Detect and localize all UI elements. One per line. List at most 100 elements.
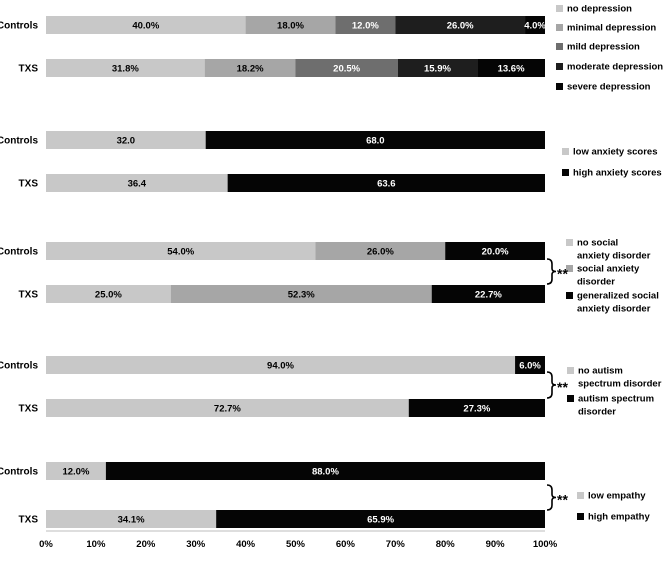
bar-segment	[445, 242, 545, 260]
bar-segment	[46, 510, 217, 528]
data-label: 25.0%	[95, 290, 122, 301]
data-label: 40.0%	[132, 21, 159, 32]
data-label: 52.3%	[288, 290, 315, 301]
data-label: 54.0%	[167, 247, 194, 258]
legend-label: severe depression	[567, 82, 651, 93]
legend-label: social anxiety disorder	[577, 264, 640, 288]
bar-segment	[46, 59, 205, 77]
bar-segment	[46, 356, 516, 374]
legend-swatch	[577, 492, 584, 499]
legend-label: no autism spectrum disorder	[578, 366, 662, 390]
bar-segment	[46, 16, 246, 34]
x-tick-label: 100%	[533, 539, 558, 550]
significance-marker: **	[557, 266, 568, 282]
legend-swatch	[556, 5, 563, 12]
data-label: 26.0%	[367, 247, 394, 258]
bar-segment	[335, 16, 396, 34]
bar-segment	[397, 59, 478, 77]
x-tick-label: 70%	[386, 539, 406, 550]
bar-segment	[515, 356, 545, 374]
x-tick-label: 10%	[86, 539, 106, 550]
data-label: 31.8%	[112, 64, 139, 75]
data-label: 12.0%	[352, 21, 379, 32]
bar-segment	[105, 462, 545, 480]
legend-label: high empathy	[588, 512, 650, 523]
x-tick-label: 50%	[286, 539, 306, 550]
legend-swatch	[562, 169, 569, 176]
x-tick-label: 20%	[136, 539, 156, 550]
group-label: Controls	[0, 247, 38, 258]
group-label: Controls	[0, 21, 38, 32]
data-label: 6.0%	[519, 361, 541, 372]
bar-segment	[315, 242, 446, 260]
x-tick-label: 30%	[186, 539, 206, 550]
legend-swatch	[567, 395, 574, 402]
bar-segment	[46, 131, 206, 149]
data-label: 20.5%	[333, 64, 360, 75]
data-label: 27.3%	[463, 404, 490, 415]
data-label: 20.0%	[482, 247, 509, 258]
data-label: 18.0%	[277, 21, 304, 32]
legend-label: autism spectrum disorder	[578, 394, 654, 418]
legend-label: no depression	[567, 4, 632, 15]
group-label: Controls	[0, 136, 38, 147]
group-label: Controls	[0, 467, 38, 478]
data-label: 12.0%	[62, 467, 89, 478]
significance-brace	[546, 258, 557, 285]
data-label: 4.0%	[524, 21, 546, 32]
legend-swatch	[577, 513, 584, 520]
data-label: 18.2%	[237, 64, 264, 75]
legend-label: no social anxiety disorder	[577, 238, 651, 262]
legend-label: generalized social anxiety disorder	[577, 291, 659, 315]
bar-segment	[204, 59, 296, 77]
bar-segment	[205, 131, 545, 149]
legend-swatch	[566, 265, 573, 272]
bar-segment	[395, 16, 526, 34]
data-label: 94.0%	[267, 361, 294, 372]
data-label: 22.7%	[475, 290, 502, 301]
significance-marker: **	[557, 492, 568, 508]
bar-segment	[408, 399, 545, 417]
data-label: 15.9%	[424, 64, 451, 75]
bar-segment	[525, 16, 545, 34]
bar-segment	[170, 285, 432, 303]
bar-segment	[46, 285, 171, 303]
data-label: 32.0	[117, 136, 136, 147]
data-label: 65.9%	[367, 515, 394, 526]
group-label: TXS	[19, 179, 39, 190]
data-label: 63.6	[377, 179, 396, 190]
legend-swatch	[566, 239, 573, 246]
legend-label: low empathy	[588, 491, 646, 502]
legend-swatch	[556, 43, 563, 50]
legend-label: moderate depression	[567, 62, 663, 73]
data-label: 88.0%	[312, 467, 339, 478]
group-label: TXS	[19, 404, 39, 415]
data-label: 68.0	[366, 136, 385, 147]
group-label: TXS	[19, 64, 39, 75]
significance-brace	[546, 484, 557, 511]
legend-swatch	[562, 148, 569, 155]
group-label: TXS	[19, 290, 39, 301]
x-tick-label: 40%	[236, 539, 256, 550]
bar-segment	[46, 462, 106, 480]
bar-segment	[245, 16, 336, 34]
bar-segment	[295, 59, 398, 77]
significance-brace	[546, 371, 557, 399]
data-label: 34.1%	[118, 515, 145, 526]
data-label: 26.0%	[447, 21, 474, 32]
legend-label: high anxiety scores	[573, 168, 662, 179]
bar-segment	[227, 174, 546, 192]
legend-swatch	[556, 63, 563, 70]
x-tick-label: 90%	[486, 539, 506, 550]
legend-swatch	[556, 24, 563, 31]
bar-segment	[431, 285, 545, 303]
bar-segment	[477, 59, 545, 77]
group-label: Controls	[0, 361, 38, 372]
legend-label: low anxiety scores	[573, 147, 657, 158]
legend-label: mild depression	[567, 42, 640, 53]
bar-segment	[46, 242, 316, 260]
data-label: 36.4	[128, 179, 147, 190]
group-label: TXS	[19, 515, 39, 526]
significance-marker: **	[557, 379, 568, 395]
x-tick-label: 60%	[336, 539, 356, 550]
